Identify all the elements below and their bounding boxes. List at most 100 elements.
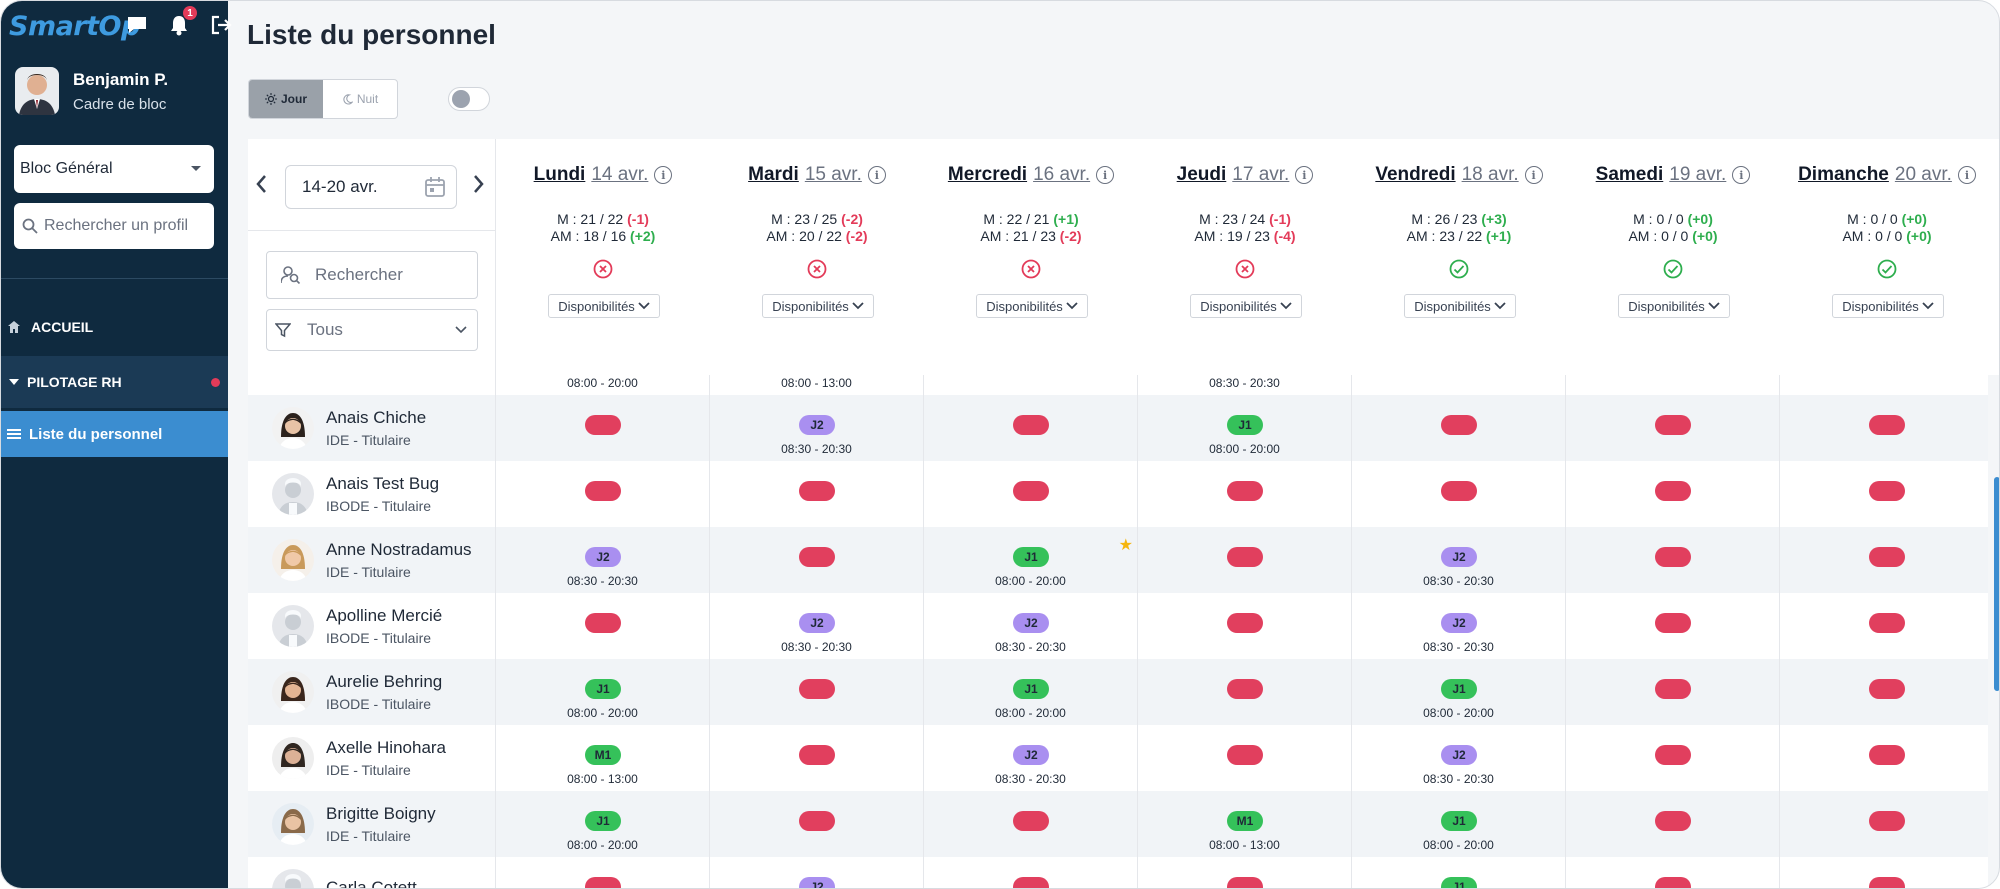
unavailable-pill[interactable] — [1441, 481, 1477, 501]
schedule-cell[interactable] — [496, 461, 710, 527]
person-cell[interactable]: Anais Chiche IDE - Titulaire — [248, 395, 496, 461]
schedule-cell[interactable]: J2 08:30 - 20:30 — [496, 527, 710, 593]
disponibilites-dropdown[interactable]: Disponibilités — [1618, 294, 1730, 318]
schedule-cell[interactable] — [1780, 461, 1988, 527]
schedule-cell[interactable] — [924, 375, 1138, 395]
unavailable-pill[interactable] — [1227, 613, 1263, 633]
unavailable-pill[interactable] — [1655, 547, 1691, 567]
unavailable-pill[interactable] — [799, 547, 835, 567]
schedule-cell[interactable] — [1566, 375, 1780, 395]
disponibilites-dropdown[interactable]: Disponibilités — [976, 294, 1088, 318]
view-toggle[interactable] — [448, 87, 490, 111]
unavailable-pill[interactable] — [1869, 679, 1905, 699]
schedule-cell[interactable] — [1780, 659, 1988, 725]
week-date-picker[interactable]: 14-20 avr. — [285, 165, 457, 209]
night-button[interactable]: Nuit — [323, 80, 397, 118]
unavailable-pill[interactable] — [1655, 811, 1691, 831]
schedule-cell[interactable]: 08:30 - 20:30 — [1138, 375, 1352, 395]
unavailable-pill[interactable] — [1227, 547, 1263, 567]
person-cell[interactable]: Anne Nostradamus IDE - Titulaire — [248, 527, 496, 593]
person-cell[interactable]: Axelle Hinohara IDE - Titulaire — [248, 725, 496, 791]
unavailable-pill[interactable] — [799, 745, 835, 765]
disponibilites-dropdown[interactable]: Disponibilités — [1190, 294, 1302, 318]
schedule-cell[interactable] — [1780, 375, 1988, 395]
schedule-cell[interactable] — [710, 527, 924, 593]
day-title[interactable]: Vendredi 18 avr. i — [1352, 164, 1566, 186]
schedule-cell[interactable]: M1 08:00 - 13:00 — [496, 725, 710, 791]
schedule-cell[interactable]: J1 08:00 - 20:00 — [496, 791, 710, 857]
schedule-cell[interactable] — [1138, 527, 1352, 593]
shift-badge[interactable]: J2 — [1013, 613, 1049, 633]
unavailable-pill[interactable] — [1869, 547, 1905, 567]
schedule-cell[interactable] — [1352, 375, 1566, 395]
schedule-cell[interactable]: 08:00 - 20:00 — [496, 375, 710, 395]
vertical-scrollbar[interactable] — [1994, 477, 1999, 691]
person-cell[interactable]: Anais Test Bug IBODE - Titulaire — [248, 461, 496, 527]
schedule-cell[interactable]: J1 08:00 - 20:00 — [1352, 791, 1566, 857]
schedule-cell[interactable]: J2 08:30 - 20:30 — [1352, 593, 1566, 659]
unavailable-pill[interactable] — [1655, 481, 1691, 501]
day-title[interactable]: Lundi 14 avr. i — [496, 164, 710, 186]
chevron-left-icon[interactable] — [254, 173, 268, 195]
unavailable-pill[interactable] — [799, 811, 835, 831]
shift-badge[interactable]: J2 — [799, 613, 835, 633]
schedule-cell[interactable] — [1780, 857, 1988, 888]
unavailable-pill[interactable] — [585, 613, 621, 633]
schedule-cell[interactable]: J2 08:30 - 20:30 — [710, 395, 924, 461]
unavailable-pill[interactable] — [1655, 877, 1691, 888]
schedule-cell[interactable] — [924, 857, 1138, 888]
brand[interactable]: SmartOp — [9, 11, 140, 42]
unavailable-pill[interactable] — [1655, 745, 1691, 765]
unavailable-pill[interactable] — [585, 415, 621, 435]
info-icon[interactable]: i — [1295, 166, 1314, 184]
disponibilites-dropdown[interactable]: Disponibilités — [1404, 294, 1516, 318]
schedule-cell[interactable] — [710, 791, 924, 857]
schedule-cell[interactable]: J1 08:00 - 20:00 ★ — [924, 527, 1138, 593]
unavailable-pill[interactable] — [1013, 811, 1049, 831]
info-icon[interactable]: i — [867, 166, 886, 184]
unavailable-pill[interactable] — [1869, 745, 1905, 765]
schedule-cell[interactable] — [1566, 461, 1780, 527]
schedule-cell[interactable]: J1 08:00 - 20:00 — [1138, 395, 1352, 461]
chat-icon[interactable] — [125, 13, 149, 37]
schedule-cell[interactable] — [1780, 725, 1988, 791]
shift-badge[interactable]: J2 — [799, 415, 835, 435]
schedule-cell[interactable] — [496, 593, 710, 659]
schedule-cell[interactable] — [1566, 791, 1780, 857]
schedule-cell[interactable] — [710, 725, 924, 791]
schedule-cell[interactable] — [924, 791, 1138, 857]
unavailable-pill[interactable] — [1869, 877, 1905, 888]
schedule-cell[interactable]: J1 08:00 - 20:00 — [1352, 659, 1566, 725]
person-cell[interactable]: Carla Cotett — [248, 857, 496, 888]
schedule-cell[interactable] — [1780, 527, 1988, 593]
info-icon[interactable]: i — [1096, 166, 1115, 184]
shift-badge[interactable]: M1 — [585, 745, 621, 765]
info-icon[interactable]: i — [1957, 166, 1976, 184]
unavailable-pill[interactable] — [585, 877, 621, 888]
schedule-cell[interactable] — [1566, 395, 1780, 461]
schedule-cell[interactable] — [924, 395, 1138, 461]
unavailable-pill[interactable] — [1013, 481, 1049, 501]
schedule-cell[interactable] — [924, 461, 1138, 527]
person-cell[interactable]: Aurelie Behring IBODE - Titulaire — [248, 659, 496, 725]
unavailable-pill[interactable] — [1227, 745, 1263, 765]
shift-badge[interactable]: J1 — [1227, 415, 1263, 435]
shift-badge[interactable]: J1 — [1441, 811, 1477, 831]
star-icon[interactable]: ★ — [1118, 537, 1133, 554]
unavailable-pill[interactable] — [1869, 415, 1905, 435]
info-icon[interactable]: i — [654, 166, 673, 184]
schedule-cell[interactable] — [710, 659, 924, 725]
schedule-cell[interactable]: J2 08:30 - 20:30 — [710, 593, 924, 659]
schedule-cell[interactable] — [1138, 725, 1352, 791]
filter-select[interactable]: Tous — [266, 309, 478, 351]
schedule-cell[interactable] — [1566, 527, 1780, 593]
day-title[interactable]: Mardi 15 avr. i — [710, 164, 924, 186]
day-title[interactable]: Jeudi 17 avr. i — [1138, 164, 1352, 186]
user-profile[interactable]: Benjamin P. Cadre de bloc — [15, 67, 168, 115]
unavailable-pill[interactable] — [799, 481, 835, 501]
day-title[interactable]: Mercredi 16 avr. i — [924, 164, 1138, 186]
nav-section-pilotage-rh[interactable]: PILOTAGE RH — [1, 356, 228, 408]
schedule-cell[interactable] — [1138, 857, 1352, 888]
info-icon[interactable]: i — [1732, 166, 1751, 184]
shift-badge[interactable]: J2 — [1441, 547, 1477, 567]
